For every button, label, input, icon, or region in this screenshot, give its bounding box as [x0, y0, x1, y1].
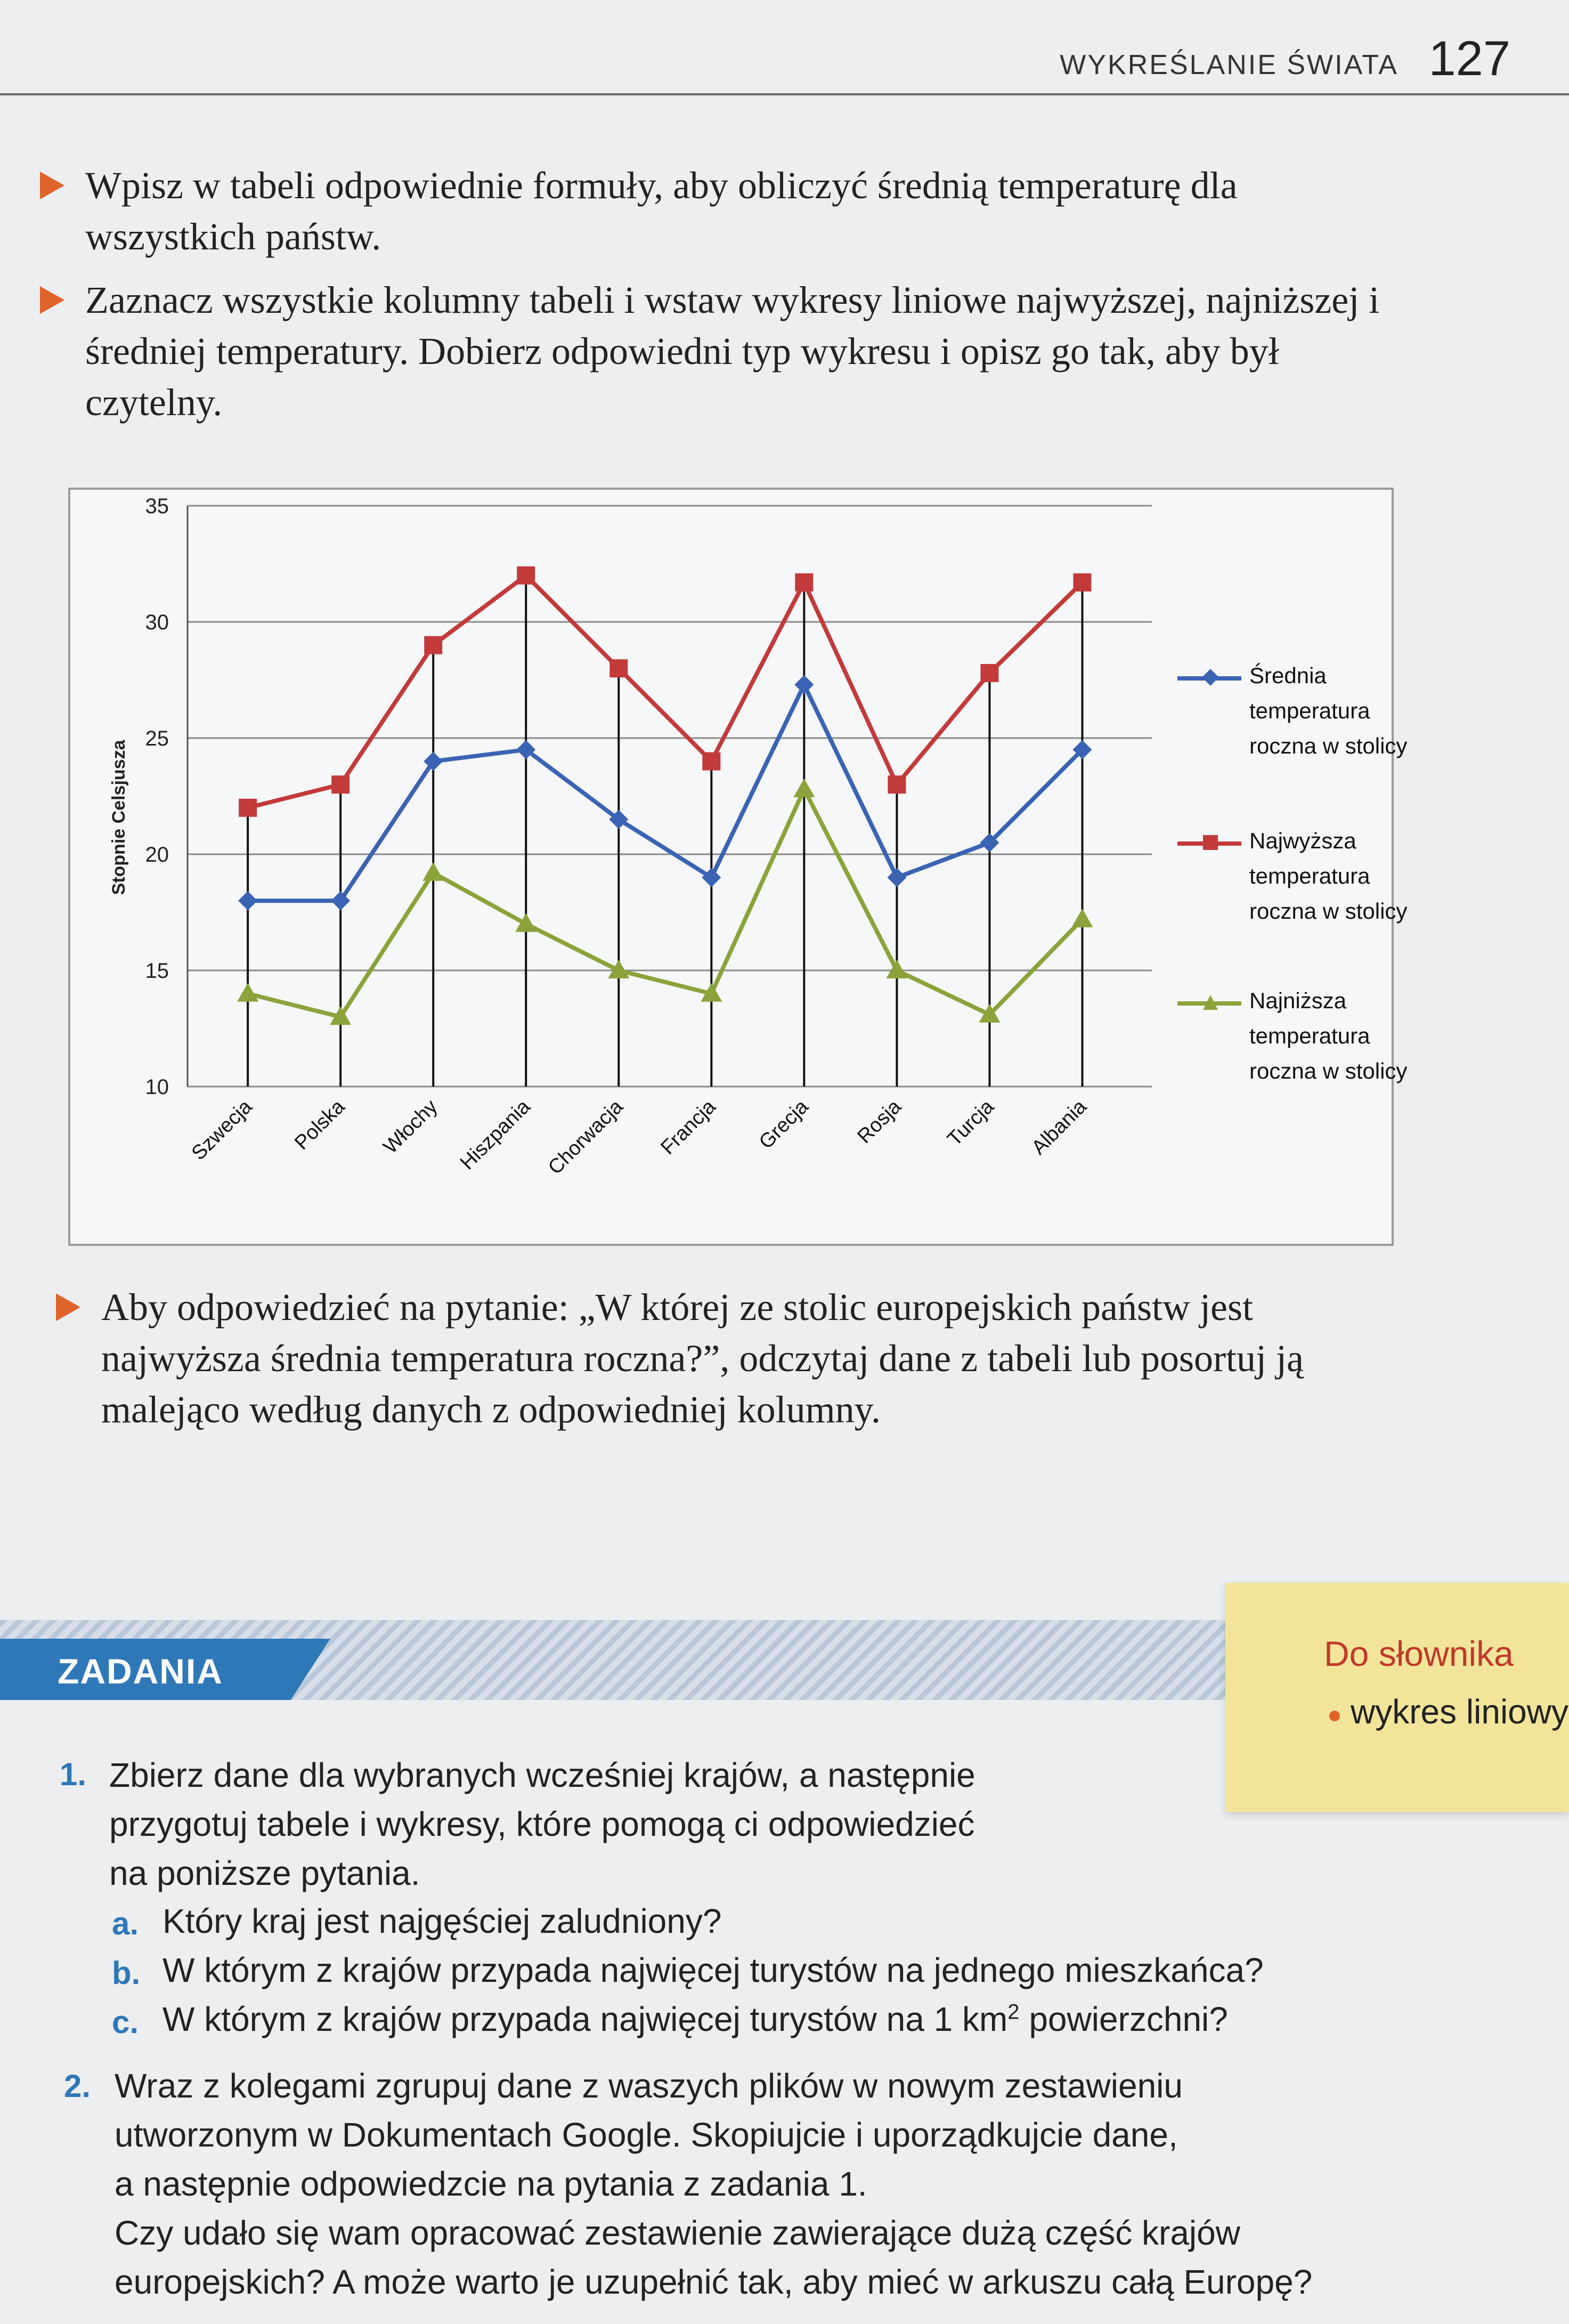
series-line-2 [247, 787, 1084, 1019]
data-point-min [330, 1006, 352, 1025]
task-1b-letter: b. [112, 1955, 141, 1991]
y-tick-label: 30 [145, 611, 169, 634]
section-tab [0, 1639, 330, 1700]
data-point-max [980, 663, 999, 682]
task-1-line-2: przygotuj tabele i wykresy, które pomogą… [109, 1805, 975, 1843]
chart-canvas: 10 15 20 25 30 35 Stopnie Celsjusza Szwecja Pols… [109, 495, 1152, 1179]
data-point-max [1073, 573, 1092, 592]
series-line-0 [248, 682, 1084, 903]
x-tick-label: Francja [656, 1095, 720, 1159]
task-1c-text: W którym z krajów przypada najwięcej tur… [162, 1999, 1228, 2039]
data-point-avg [794, 675, 814, 694]
data-point-min [886, 960, 908, 978]
data-point-avg [331, 891, 351, 911]
task-1c-text-main: W którym z krajów przypada najwięcej tur… [162, 2000, 1008, 2038]
bullet-dot-icon [1329, 1711, 1340, 1721]
arrow-icon [40, 172, 64, 199]
x-tick-label: Hiszpania [456, 1095, 535, 1174]
data-point-avg [702, 868, 721, 887]
task-1c-letter: c. [112, 2004, 139, 2040]
data-point-avg [609, 809, 629, 829]
task-2-line-1: Wraz z kolegami zgrupuj dane z waszych p… [115, 2067, 1183, 2105]
running-title: WYKREŚLANIE ŚWIATA [1060, 50, 1399, 80]
task-1b-text: W którym z krajów przypada najwięcej tur… [162, 1951, 1264, 1989]
data-point-min [422, 862, 444, 881]
data-point-max [239, 798, 257, 817]
instruction-bullet-2: Zaznacz wszystkie kolumny tabeli i wstaw… [40, 274, 1417, 428]
glossary-item: wykres liniowy [1351, 1693, 1568, 1731]
task-2-number: 2. [64, 2068, 91, 2104]
series-line-1 [247, 573, 1084, 810]
y-tick-label: 10 [145, 1075, 169, 1099]
task-1a-letter: a. [112, 1906, 139, 1941]
x-tick-label: Włochy [379, 1096, 442, 1159]
instruction-text-2: Zaznacz wszystkie kolumny tabeli i wstaw… [85, 279, 1380, 424]
y-tick-label: 25 [145, 727, 169, 750]
data-point-avg [238, 891, 258, 911]
task-1-line-1: Zbierz dane dla wybranych wcześniej kraj… [109, 1756, 975, 1794]
task-1-line-3: na poniższe pytania. [109, 1854, 420, 1892]
line-chart: 10 15 20 25 30 35 Stopnie Celsjusza Szwecja Pols… [68, 488, 1394, 1246]
instruction-text-1: Wpisz w tabeli odpowiednie formuły, aby … [85, 164, 1238, 258]
y-axis-label: Stopnie Celsjusza [109, 739, 129, 895]
data-point-min [515, 913, 537, 932]
task-2-line-4: Czy udało się wam opracować zestawienie … [115, 2214, 1240, 2252]
data-point-min [608, 960, 630, 978]
arrow-icon [40, 286, 64, 314]
data-point-max [609, 659, 628, 678]
task-1a-text: Który kraj jest najgęściej zaludniony? [162, 1902, 722, 1940]
data-point-min [237, 983, 259, 1002]
data-point-max [888, 775, 906, 794]
glossary-title: Do słownika [1324, 1634, 1514, 1673]
legend-label-avg: Średnia temperatura roczna w stolicy [1249, 663, 1408, 758]
x-tick-label: Grecja [755, 1095, 813, 1153]
section-label: ZADANIA [58, 1651, 223, 1691]
glossary-note: Do słownika wykres liniowy [1225, 1583, 1569, 1812]
instruction-bullet-3: Aby odpowiedzieć na pytanie: „W której z… [56, 1282, 1417, 1435]
x-tick-label: Polska [290, 1095, 349, 1154]
data-point-avg [424, 751, 443, 771]
y-tick-label: 35 [145, 495, 169, 518]
data-point-avg [980, 833, 999, 853]
task-2-line-5: europejskich? A może warto je uzupełnić … [115, 2263, 1313, 2301]
legend-label-min: Najniższa temperatura roczna w stolicy [1249, 988, 1408, 1083]
y-tick-label: 15 [145, 959, 169, 983]
x-tick-label: Szwecja [188, 1095, 257, 1164]
instruction-text-3: Aby odpowiedzieć na pytanie: „W której z… [101, 1286, 1304, 1431]
arrow-icon [56, 1293, 80, 1321]
task-1c-text-end: powierzchni? [1019, 2000, 1228, 2038]
task-1c-superscript: 2 [1007, 2000, 1020, 2024]
square-marker-icon [1203, 835, 1218, 850]
data-point-min [1071, 909, 1093, 928]
task-1-number: 1. [60, 1756, 87, 1792]
instruction-bullet-1: Wpisz w tabeli odpowiednie formuły, aby … [40, 160, 1417, 262]
y-tick-label: 20 [145, 843, 169, 867]
data-point-min [793, 778, 815, 797]
page-number: 127 [1428, 31, 1511, 86]
x-tick-label: Chorwacja [544, 1095, 628, 1179]
header-rule [0, 93, 1569, 95]
data-point-max [702, 752, 721, 771]
data-point-max [424, 636, 443, 654]
data-point-avg [887, 868, 907, 887]
x-tick-label: Albania [1027, 1095, 1091, 1159]
legend-label-max: Najwyższa temperatura roczna w stolicy [1249, 828, 1408, 924]
data-point-max [517, 566, 535, 585]
x-tick-label: Turcja [943, 1095, 998, 1151]
data-point-max [795, 573, 814, 592]
task-2-line-3: a następnie odpowiedzcie na pytania z za… [115, 2165, 867, 2203]
task-2-line-2: utworzonym w Dokumentach Google. Skopiuj… [115, 2116, 1178, 2154]
data-point-avg [1072, 740, 1092, 759]
data-point-min [701, 983, 722, 1002]
x-tick-label: Rosja [853, 1095, 906, 1148]
data-point-max [331, 775, 350, 794]
data-point-min [979, 1003, 1001, 1023]
data-point-avg [516, 740, 536, 759]
